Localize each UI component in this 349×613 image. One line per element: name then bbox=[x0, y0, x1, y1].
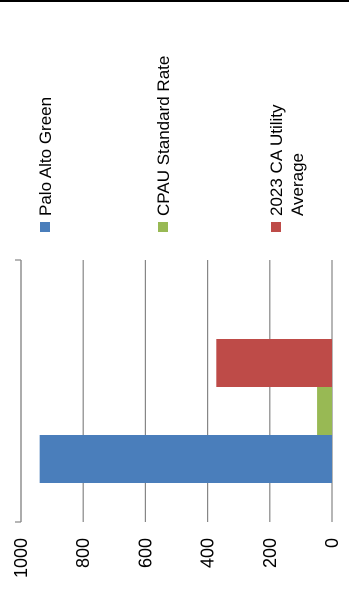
tick-label-200: 200 bbox=[260, 538, 280, 568]
tick-label-600: 600 bbox=[135, 538, 155, 568]
tick-label-0: 0 bbox=[322, 538, 342, 548]
tick-label-800: 800 bbox=[73, 538, 93, 568]
bar-palo-alto-green bbox=[39, 435, 332, 483]
legend-label-cpau-standard-rate: CPAU Standard Rate bbox=[154, 56, 173, 216]
legend-label-palo-alto-green: Palo Alto Green bbox=[36, 97, 55, 216]
legend-label-2023-ca-utility-average-line-1: 2023 CA Utility bbox=[267, 104, 286, 216]
legend-label-2023-ca-utility-average-line-2: Average bbox=[288, 153, 307, 216]
bar-cpau-standard-rate bbox=[317, 387, 332, 435]
tick-label-1000: 1000 bbox=[11, 538, 31, 578]
tick-label-400: 400 bbox=[198, 538, 218, 568]
legend-swatch-palo-alto-green bbox=[40, 222, 50, 232]
legend-swatch-cpau-standard-rate bbox=[158, 222, 168, 232]
top-border bbox=[0, 0, 349, 2]
legend-swatch-2023-ca-utility-average bbox=[271, 222, 281, 232]
bar-2023-ca-utility-average bbox=[216, 339, 332, 387]
